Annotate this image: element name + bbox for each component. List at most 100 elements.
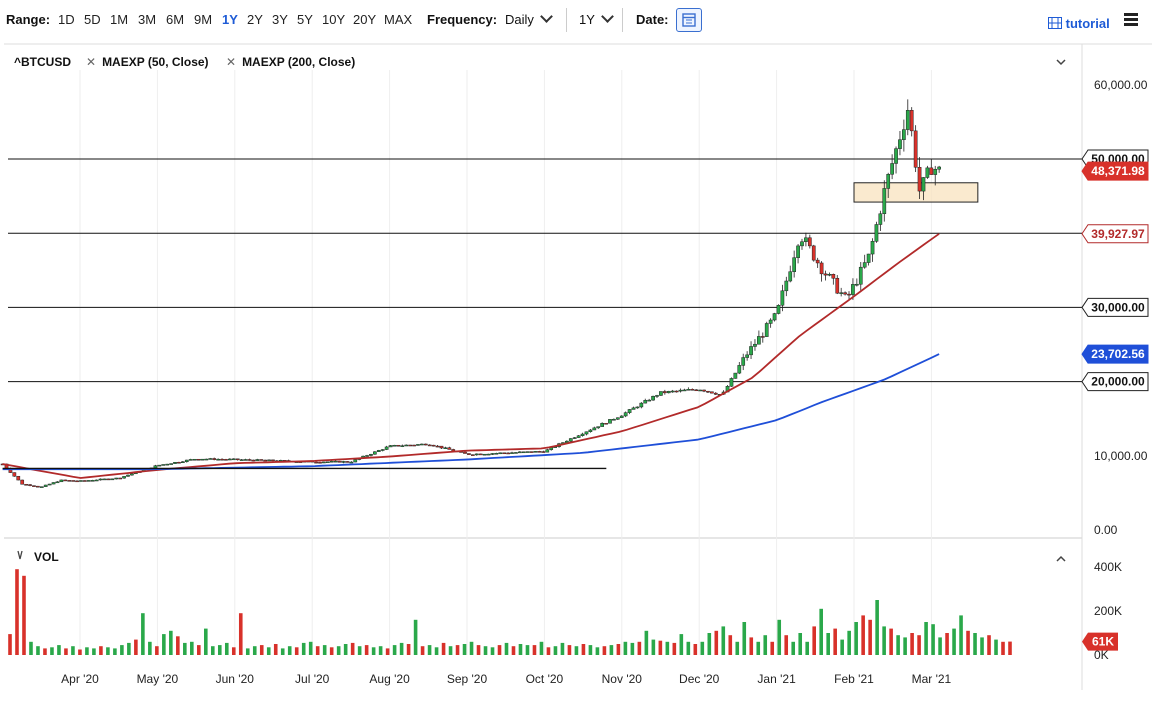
volume-bar	[791, 641, 796, 655]
tutorial-link[interactable]: tutorial	[1048, 16, 1110, 31]
candle-body	[314, 461, 318, 464]
x-tick-label: Jul '20	[295, 672, 330, 686]
candle-body	[510, 452, 514, 454]
candle-body	[800, 241, 804, 247]
close-icon[interactable]: ✕	[226, 55, 237, 69]
candle-body	[365, 455, 369, 457]
candle-body	[745, 354, 749, 358]
candle-body	[772, 313, 777, 321]
volume-y-tick-label: 400K	[1094, 560, 1122, 574]
volume-bar	[490, 647, 495, 655]
candle-body	[921, 177, 926, 192]
range-max-button[interactable]: MAX	[384, 12, 413, 27]
candle-body	[870, 241, 875, 255]
volume-bar	[966, 630, 970, 655]
range-20y-button[interactable]: 20Y	[353, 12, 377, 27]
volume-bar	[162, 634, 166, 655]
candle-body	[917, 167, 922, 192]
volume-bar	[204, 628, 208, 655]
candle-body	[494, 453, 499, 455]
candle-body	[247, 459, 252, 461]
volume-bar	[889, 628, 893, 655]
candle-body	[659, 391, 663, 396]
volume-bar	[553, 646, 558, 655]
range-2y-button[interactable]: 2Y	[247, 12, 263, 27]
close-icon[interactable]: ✕	[86, 55, 97, 69]
volume-toggle-icon[interactable]	[17, 550, 23, 560]
range-5d-button[interactable]: 5D	[84, 12, 101, 27]
candle-body	[231, 458, 236, 461]
candle-body	[255, 459, 260, 461]
legend-study-ema200[interactable]: ✕ MAEXP (200, Close)	[226, 55, 355, 69]
volume-bar	[721, 626, 726, 655]
candle-body	[204, 458, 209, 461]
range-1d-button[interactable]: 1D	[58, 12, 75, 27]
candle-body	[776, 304, 781, 314]
candle-body	[780, 290, 785, 306]
range-10y-button[interactable]: 10Y	[322, 12, 346, 27]
period-dropdown[interactable]: 1Y	[579, 10, 614, 29]
candle-body	[181, 461, 185, 463]
volume-bar	[141, 613, 145, 655]
range-9m-button[interactable]: 9M	[194, 12, 213, 27]
candle-body	[90, 480, 95, 482]
calendar-button[interactable]	[676, 8, 702, 32]
volume-bar	[742, 622, 747, 655]
candle-body	[263, 459, 267, 462]
legend-study-ema50[interactable]: ✕ MAEXP (50, Close)	[86, 55, 209, 69]
volume-bar	[735, 641, 740, 655]
range-5y-button[interactable]: 5Y	[297, 12, 313, 27]
candle-body	[490, 453, 495, 455]
volume-bar	[805, 641, 810, 655]
candle-body	[416, 444, 420, 446]
range-1y-button[interactable]: 1Y	[222, 12, 238, 27]
candle-body	[463, 451, 467, 454]
candle-body	[239, 459, 244, 461]
candle-body	[212, 458, 217, 460]
range-3y-button[interactable]: 3Y	[272, 12, 288, 27]
volume-bar	[539, 641, 544, 655]
candle-body	[913, 130, 918, 168]
candle-body	[79, 480, 83, 482]
volume-bar	[945, 633, 949, 655]
candle-body	[529, 451, 534, 453]
hamburger-menu-icon[interactable]	[1124, 13, 1138, 27]
range-6m-button[interactable]: 6M	[166, 12, 185, 27]
range-1m-button[interactable]: 1M	[110, 12, 129, 27]
volume-bar	[280, 648, 285, 655]
candle-body	[63, 479, 68, 482]
candle-body	[764, 323, 769, 337]
candle-body	[823, 273, 828, 276]
candle-body	[890, 163, 894, 175]
candle-body	[682, 389, 687, 392]
volume-bar	[85, 647, 89, 655]
candle-body	[39, 486, 44, 488]
chevron-up-icon[interactable]	[1056, 555, 1066, 562]
candle-body	[83, 480, 87, 482]
frequency-dropdown[interactable]: Daily	[505, 10, 553, 29]
candle-body	[130, 473, 134, 476]
candle-body	[635, 406, 640, 409]
candle-body	[792, 257, 797, 272]
tutorial-label: tutorial	[1065, 16, 1110, 31]
volume-bar	[371, 647, 376, 655]
candle-body	[67, 480, 72, 482]
candle-body	[886, 174, 891, 189]
y-tick-label: 0.00	[1094, 523, 1118, 537]
candle-body	[533, 451, 538, 453]
chevron-down-icon[interactable]	[1056, 59, 1066, 66]
volume-bar	[546, 647, 551, 655]
candle-body	[639, 402, 644, 408]
candle-body	[631, 407, 636, 410]
candle-body	[847, 293, 851, 296]
volume-bar	[106, 647, 110, 655]
candle-body	[737, 365, 742, 374]
candle-body	[36, 485, 40, 488]
range-3m-button[interactable]: 3M	[138, 12, 157, 27]
volume-bar	[399, 642, 404, 655]
volume-bar	[1008, 641, 1012, 655]
volume-bar	[169, 630, 173, 655]
volume-y-tick-label: 0K	[1094, 648, 1109, 662]
